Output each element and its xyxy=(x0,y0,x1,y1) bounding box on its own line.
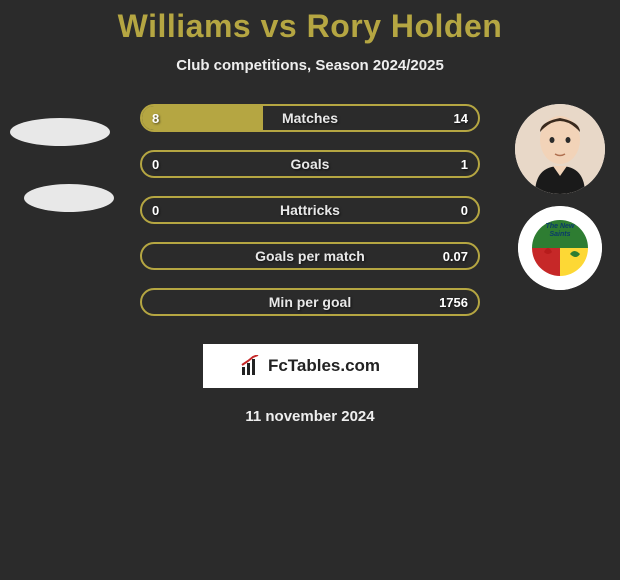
stat-value-left: 0 xyxy=(152,157,159,172)
left-player-column xyxy=(10,104,110,212)
stat-value-left: 0 xyxy=(152,203,159,218)
stat-row: 0 Hattricks 0 xyxy=(140,196,480,224)
stat-value-right: 1756 xyxy=(439,295,468,310)
source-logo-text: FcTables.com xyxy=(268,356,380,376)
svg-text:The New: The New xyxy=(546,223,575,230)
stat-label: Goals xyxy=(291,156,330,172)
source-logo: FcTables.com xyxy=(203,344,418,388)
stat-row: Goals per match 0.07 xyxy=(140,242,480,270)
club-badge-icon: The New Saints xyxy=(518,206,602,290)
stat-value-right: 1 xyxy=(461,157,468,172)
right-player-avatar xyxy=(515,104,605,194)
right-player-column: The New Saints xyxy=(510,104,610,290)
stat-label: Matches xyxy=(282,110,338,126)
stats-area: The New Saints 8 Matches 14 0 Goals 1 0 Hattric… xyxy=(0,104,620,316)
stat-row: Min per goal 1756 xyxy=(140,288,480,316)
stat-row: 0 Goals 1 xyxy=(140,150,480,178)
stat-value-left: 8 xyxy=(152,111,159,126)
subtitle: Club competitions, Season 2024/2025 xyxy=(0,57,620,74)
svg-text:Saints: Saints xyxy=(549,231,570,238)
chart-icon xyxy=(240,355,262,377)
stat-label: Hattricks xyxy=(280,202,340,218)
stat-label: Goals per match xyxy=(255,248,365,264)
page-title: Williams vs Rory Holden xyxy=(0,8,620,45)
stat-value-right: 0.07 xyxy=(443,249,468,264)
date: 11 november 2024 xyxy=(0,408,620,425)
left-player-avatar xyxy=(10,118,110,146)
player-face-icon xyxy=(515,104,605,194)
stat-fill-left xyxy=(142,106,263,130)
stat-rows: 8 Matches 14 0 Goals 1 0 Hattricks 0 Goals per ma… xyxy=(140,104,480,316)
left-club-badge xyxy=(24,184,114,212)
stat-value-right: 14 xyxy=(454,111,468,126)
stat-row: 8 Matches 14 xyxy=(140,104,480,132)
right-club-badge: The New Saints xyxy=(518,206,602,290)
stat-value-right: 0 xyxy=(461,203,468,218)
stat-label: Min per goal xyxy=(269,294,351,310)
